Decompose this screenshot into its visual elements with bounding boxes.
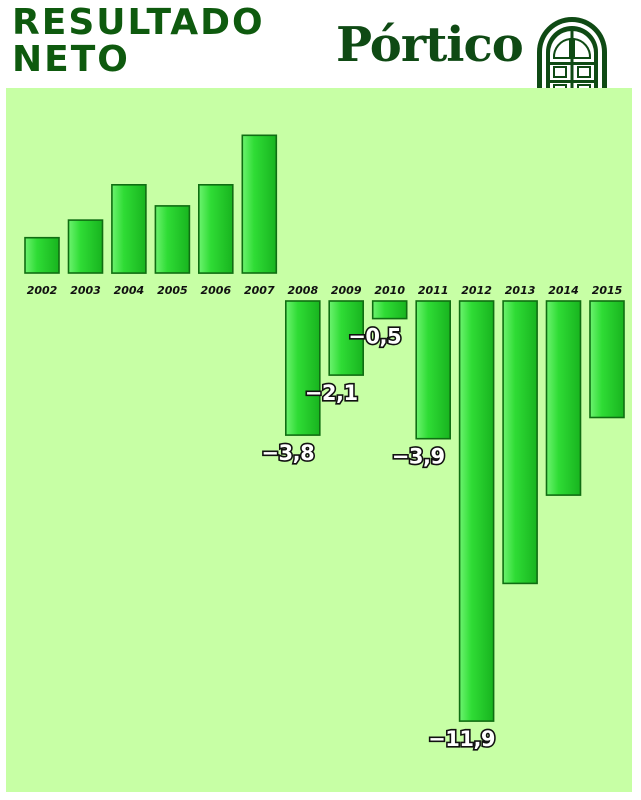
year-label-2013: 2013 bbox=[505, 284, 536, 297]
bar-2012 bbox=[458, 300, 495, 722]
year-label-2010: 2010 bbox=[374, 284, 405, 297]
bar-2015 bbox=[589, 300, 625, 419]
bar-2005 bbox=[154, 205, 191, 274]
value-label-2011: −3,9 bbox=[392, 445, 445, 469]
value-label-2008: −3,8 bbox=[261, 441, 314, 465]
year-label-2011: 2011 bbox=[418, 284, 449, 297]
bar-2002 bbox=[24, 236, 60, 274]
bar-2008 bbox=[284, 300, 321, 436]
value-label-2012: −11,9 bbox=[428, 727, 495, 751]
bar-2003 bbox=[67, 219, 104, 274]
year-label-2014: 2014 bbox=[548, 284, 579, 297]
year-label-2008: 2008 bbox=[287, 284, 318, 297]
bar-2013 bbox=[502, 300, 538, 585]
logo-wordmark: Pórtico bbox=[336, 17, 524, 73]
year-label-2002: 2002 bbox=[27, 284, 58, 297]
year-label-2004: 2004 bbox=[114, 284, 145, 297]
bar-2011 bbox=[415, 300, 452, 440]
value-label-2010: −0,5 bbox=[348, 325, 401, 349]
bar-2010 bbox=[371, 300, 408, 320]
year-label-2005: 2005 bbox=[157, 284, 188, 297]
year-label-2009: 2009 bbox=[331, 284, 362, 297]
year-label-2007: 2007 bbox=[244, 284, 275, 297]
bar-2009 bbox=[328, 300, 365, 376]
bar-2007 bbox=[241, 134, 278, 274]
bar-2004 bbox=[111, 184, 147, 274]
year-label-2006: 2006 bbox=[200, 284, 231, 297]
chart-title: RESULTADO NETO bbox=[12, 2, 265, 80]
value-label-2009: −2,1 bbox=[305, 381, 358, 405]
year-label-2012: 2012 bbox=[461, 284, 492, 297]
bar-2014 bbox=[545, 300, 582, 496]
year-label-2003: 2003 bbox=[70, 284, 101, 297]
year-label-2015: 2015 bbox=[592, 284, 623, 297]
bar-2006 bbox=[198, 184, 234, 274]
